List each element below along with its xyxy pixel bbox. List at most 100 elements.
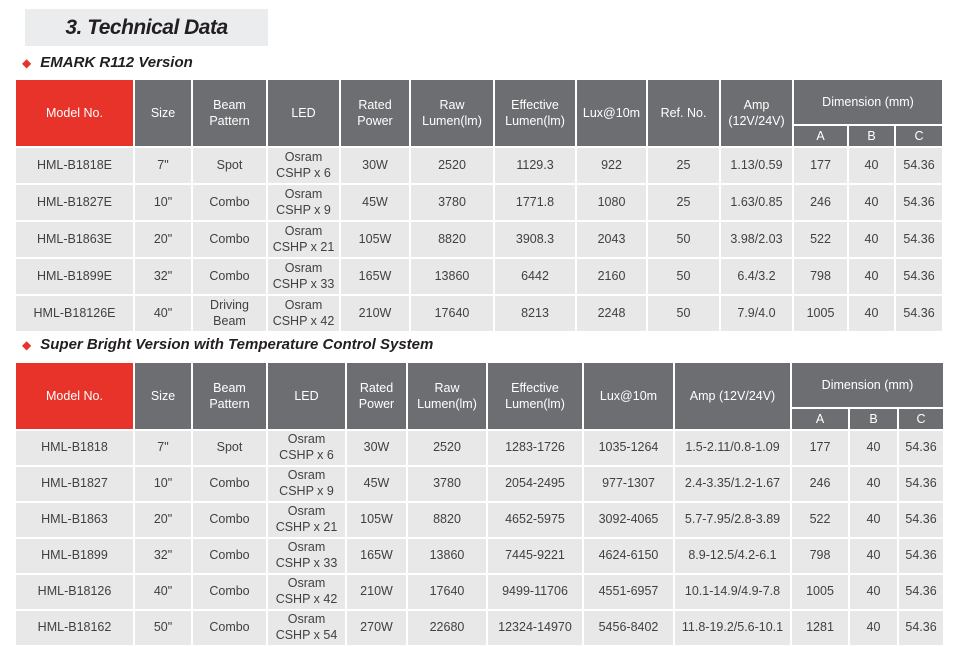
section-heading-text: EMARK R112 Version: [40, 54, 193, 71]
cell-led: Osram CSHP x 33: [268, 539, 345, 573]
cell-beam-pattern: Combo: [193, 539, 266, 573]
cell-rated-power: 105W: [341, 222, 409, 257]
cell-rated-power: 105W: [347, 503, 406, 537]
col-header-dimension-group: Dimension (mm): [794, 80, 943, 124]
cell-dim-c: 54.36: [899, 539, 944, 573]
col-header-model-no: Model No.: [16, 80, 133, 146]
cell-dim-c: 54.36: [896, 259, 943, 294]
cell-led: Osram CSHP x 42: [268, 575, 345, 609]
cell-lux-10m: 1080: [577, 185, 646, 220]
cell-lux-10m: 4624-6150: [584, 539, 673, 573]
super-bright-table: Model No. Size Beam Pattern LED Rated Power R…: [14, 361, 946, 647]
cell-dim-b: 40: [850, 611, 897, 645]
cell-size: 32": [135, 259, 191, 294]
col-header-ref-no: Ref. No.: [648, 80, 719, 146]
cell-dim-b: 40: [849, 296, 894, 331]
cell-raw-lumen: 2520: [408, 431, 486, 465]
col-header-model-no: Model No.: [16, 363, 133, 429]
cell-dim-c: 54.36: [896, 222, 943, 257]
col-header-size: Size: [135, 80, 191, 146]
cell-amp: 1.5-2.11/0.8-1.09: [675, 431, 790, 465]
cell-raw-lumen: 8820: [411, 222, 493, 257]
cell-beam-pattern: Combo: [193, 575, 266, 609]
cell-dim-c: 54.36: [899, 467, 944, 501]
cell-dim-c: 54.36: [896, 148, 943, 183]
cell-dim-b: 40: [849, 148, 894, 183]
cell-raw-lumen: 8820: [408, 503, 486, 537]
cell-effective-lumen: 2054-2495: [488, 467, 582, 501]
cell-model-no: HML-B18162: [16, 611, 133, 645]
cell-dim-a: 522: [794, 222, 847, 257]
cell-lux-10m: 2248: [577, 296, 646, 331]
col-header-led: LED: [268, 363, 345, 429]
cell-size: 7": [135, 148, 191, 183]
cell-amp: 7.9/4.0: [721, 296, 792, 331]
cell-rated-power: 165W: [341, 259, 409, 294]
cell-effective-lumen: 8213: [495, 296, 575, 331]
cell-dim-b: 40: [850, 503, 897, 537]
col-header-dimension-c: C: [899, 409, 944, 429]
cell-beam-pattern: Spot: [193, 148, 266, 183]
cell-effective-lumen: 1129.3: [495, 148, 575, 183]
cell-amp: 6.4/3.2: [721, 259, 792, 294]
col-header-rated-power: Rated Power: [347, 363, 406, 429]
cell-effective-lumen: 7445-9221: [488, 539, 582, 573]
cell-dim-c: 54.36: [899, 611, 944, 645]
cell-beam-pattern: Combo: [193, 259, 266, 294]
cell-lux-10m: 922: [577, 148, 646, 183]
emark-r112-table: Model No. Size Beam Pattern LED Rated Power R…: [14, 78, 945, 333]
cell-led: Osram CSHP x 6: [268, 431, 345, 465]
cell-dim-c: 54.36: [896, 296, 943, 331]
cell-effective-lumen: 4652-5975: [488, 503, 582, 537]
cell-model-no: HML-B18126E: [16, 296, 133, 331]
col-header-raw-lumen: Raw Lumen(lm): [408, 363, 486, 429]
cell-amp: 8.9-12.5/4.2-6.1: [675, 539, 790, 573]
col-header-lux-10m: Lux@10m: [577, 80, 646, 146]
cell-dim-b: 40: [850, 539, 897, 573]
col-header-raw-lumen: Raw Lumen(lm): [411, 80, 493, 146]
cell-size: 10": [135, 185, 191, 220]
col-header-amp: Amp (12V/24V): [675, 363, 790, 429]
cell-lux-10m: 1035-1264: [584, 431, 673, 465]
section-heading-super-bright: ◆ Super Bright Version with Temperature …: [22, 336, 433, 353]
cell-beam-pattern: Combo: [193, 611, 266, 645]
cell-model-no: HML-B18126: [16, 575, 133, 609]
table-row: HML-B1818E 7" Spot Osram CSHP x 6 30W 2520 112…: [16, 148, 943, 183]
cell-amp: 1.63/0.85: [721, 185, 792, 220]
col-header-effective-lumen: Effective Lumen(lm): [495, 80, 575, 146]
cell-rated-power: 45W: [341, 185, 409, 220]
cell-model-no: HML-B1827E: [16, 185, 133, 220]
cell-led: Osram CSHP x 33: [268, 259, 339, 294]
cell-raw-lumen: 13860: [411, 259, 493, 294]
cell-amp: 2.4-3.35/1.2-1.67: [675, 467, 790, 501]
cell-size: 40": [135, 296, 191, 331]
cell-effective-lumen: 1283-1726: [488, 431, 582, 465]
cell-amp: 11.8-19.2/5.6-10.1: [675, 611, 790, 645]
cell-led: Osram CSHP x 54: [268, 611, 345, 645]
page-title: 3. Technical Data: [25, 9, 268, 46]
cell-size: 20": [135, 503, 191, 537]
cell-beam-pattern: Spot: [193, 431, 266, 465]
cell-raw-lumen: 3780: [408, 467, 486, 501]
table-row: HML-B1827 10" Combo Osram CSHP x 9 45W 3780 20…: [16, 467, 944, 501]
cell-amp: 3.98/2.03: [721, 222, 792, 257]
cell-lux-10m: 2043: [577, 222, 646, 257]
cell-led: Osram CSHP x 21: [268, 222, 339, 257]
cell-rated-power: 30W: [347, 431, 406, 465]
cell-ref-no: 50: [648, 296, 719, 331]
cell-lux-10m: 2160: [577, 259, 646, 294]
table-row: HML-B1827E 10" Combo Osram CSHP x 9 45W 3780 1…: [16, 185, 943, 220]
cell-model-no: HML-B1827: [16, 467, 133, 501]
col-header-dimension-b: B: [849, 126, 894, 146]
cell-size: 10": [135, 467, 191, 501]
cell-beam-pattern: Combo: [193, 185, 266, 220]
cell-dim-c: 54.36: [896, 185, 943, 220]
table-row: HML-B1899 32" Combo Osram CSHP x 33 165W 1386…: [16, 539, 944, 573]
section-heading-emark: ◆ EMARK R112 Version: [22, 54, 193, 71]
table-row: HML-B1863E 20" Combo Osram CSHP x 21 105W 882…: [16, 222, 943, 257]
cell-raw-lumen: 17640: [408, 575, 486, 609]
cell-dim-a: 1005: [794, 296, 847, 331]
cell-dim-c: 54.36: [899, 503, 944, 537]
cell-dim-a: 177: [792, 431, 848, 465]
cell-size: 7": [135, 431, 191, 465]
